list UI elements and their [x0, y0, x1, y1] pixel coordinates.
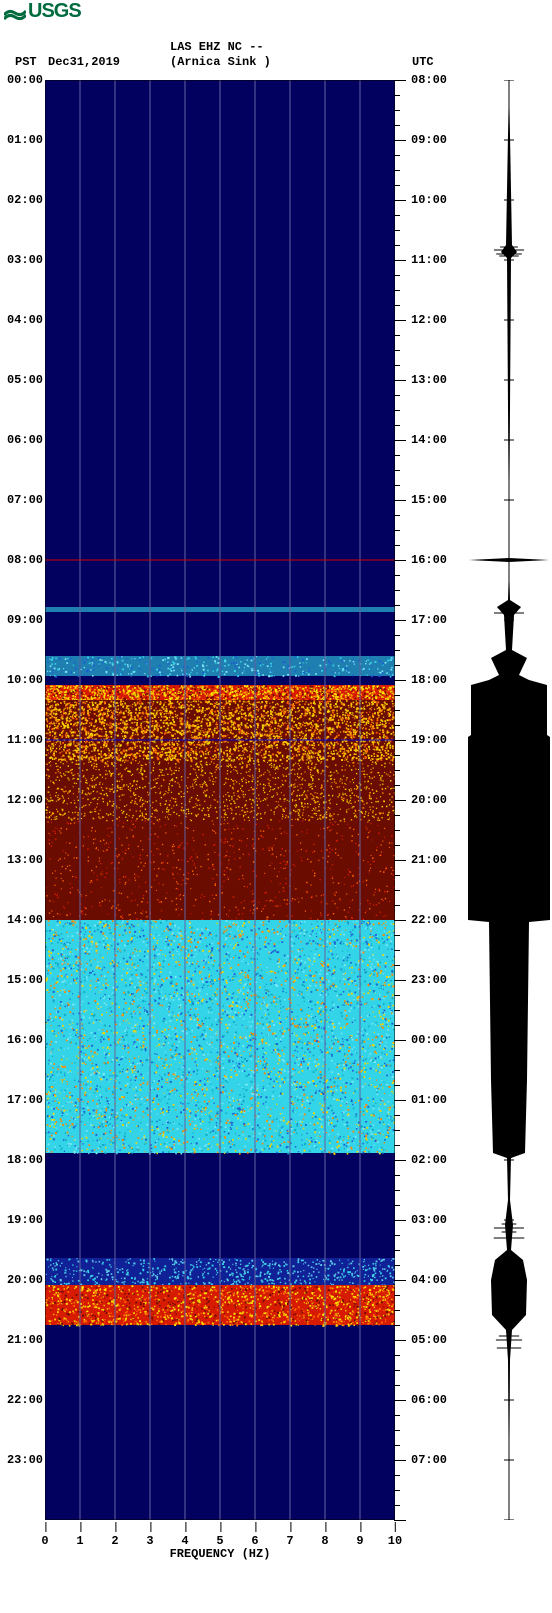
frequency-tick-label: 9 [356, 1534, 363, 1548]
pst-tick-label: 15:00 [7, 973, 43, 987]
amplitude-trace [468, 80, 550, 1520]
pst-tick-label: 05:00 [7, 373, 43, 387]
frequency-tick-label: 5 [216, 1534, 223, 1548]
pst-tick-label: 20:00 [7, 1273, 43, 1287]
left-timezone-label: PST [15, 55, 37, 69]
frequency-tick-label: 8 [321, 1534, 328, 1548]
pst-tick-label: 01:00 [7, 133, 43, 147]
pst-time-axis: 00:0001:0002:0003:0004:0005:0006:0007:00… [0, 80, 45, 1520]
pst-tick-label: 22:00 [7, 1393, 43, 1407]
station-line1: LAS EHZ NC -- [170, 40, 264, 54]
pst-tick-label: 11:00 [7, 733, 43, 747]
logo-text: USGS [28, 0, 81, 23]
frequency-axis-label: FREQUENCY (HZ) [45, 1547, 395, 1561]
pst-tick-label: 07:00 [7, 493, 43, 507]
pst-tick-label: 14:00 [7, 913, 43, 927]
usgs-wave-icon [4, 4, 26, 20]
frequency-tick-label: 6 [251, 1534, 258, 1548]
pst-tick-label: 02:00 [7, 193, 43, 207]
pst-tick-label: 06:00 [7, 433, 43, 447]
pst-tick-label: 00:00 [7, 73, 43, 87]
frequency-tick-label: 2 [111, 1534, 118, 1548]
pst-tick-label: 21:00 [7, 1333, 43, 1347]
utc-time-axis: 08:0009:0010:0011:0012:0013:0014:0015:00… [395, 80, 465, 1520]
frequency-axis: FREQUENCY (HZ) 012345678910 [45, 1520, 395, 1560]
pst-tick-label: 10:00 [7, 673, 43, 687]
pst-tick-label: 13:00 [7, 853, 43, 867]
spectrogram-chart [45, 80, 395, 1520]
frequency-tick-label: 1 [76, 1534, 83, 1548]
frequency-tick-label: 3 [146, 1534, 153, 1548]
pst-tick-label: 18:00 [7, 1153, 43, 1167]
pst-tick-label: 04:00 [7, 313, 43, 327]
frequency-tick-label: 0 [41, 1534, 48, 1548]
frequency-tick-label: 4 [181, 1534, 188, 1548]
pst-tick-label: 03:00 [7, 253, 43, 267]
pst-tick-label: 17:00 [7, 1093, 43, 1107]
right-timezone-label: UTC [412, 55, 434, 69]
date-label: Dec31,2019 [48, 55, 120, 69]
frequency-tick-label: 7 [286, 1534, 293, 1548]
pst-tick-label: 19:00 [7, 1213, 43, 1227]
usgs-logo: USGS [4, 0, 81, 25]
pst-tick-label: 16:00 [7, 1033, 43, 1047]
station-line2: (Arnica Sink ) [170, 55, 271, 69]
frequency-tick-label: 10 [388, 1534, 402, 1548]
pst-tick-label: 08:00 [7, 553, 43, 567]
pst-tick-label: 09:00 [7, 613, 43, 627]
pst-tick-label: 23:00 [7, 1453, 43, 1467]
pst-tick-label: 12:00 [7, 793, 43, 807]
